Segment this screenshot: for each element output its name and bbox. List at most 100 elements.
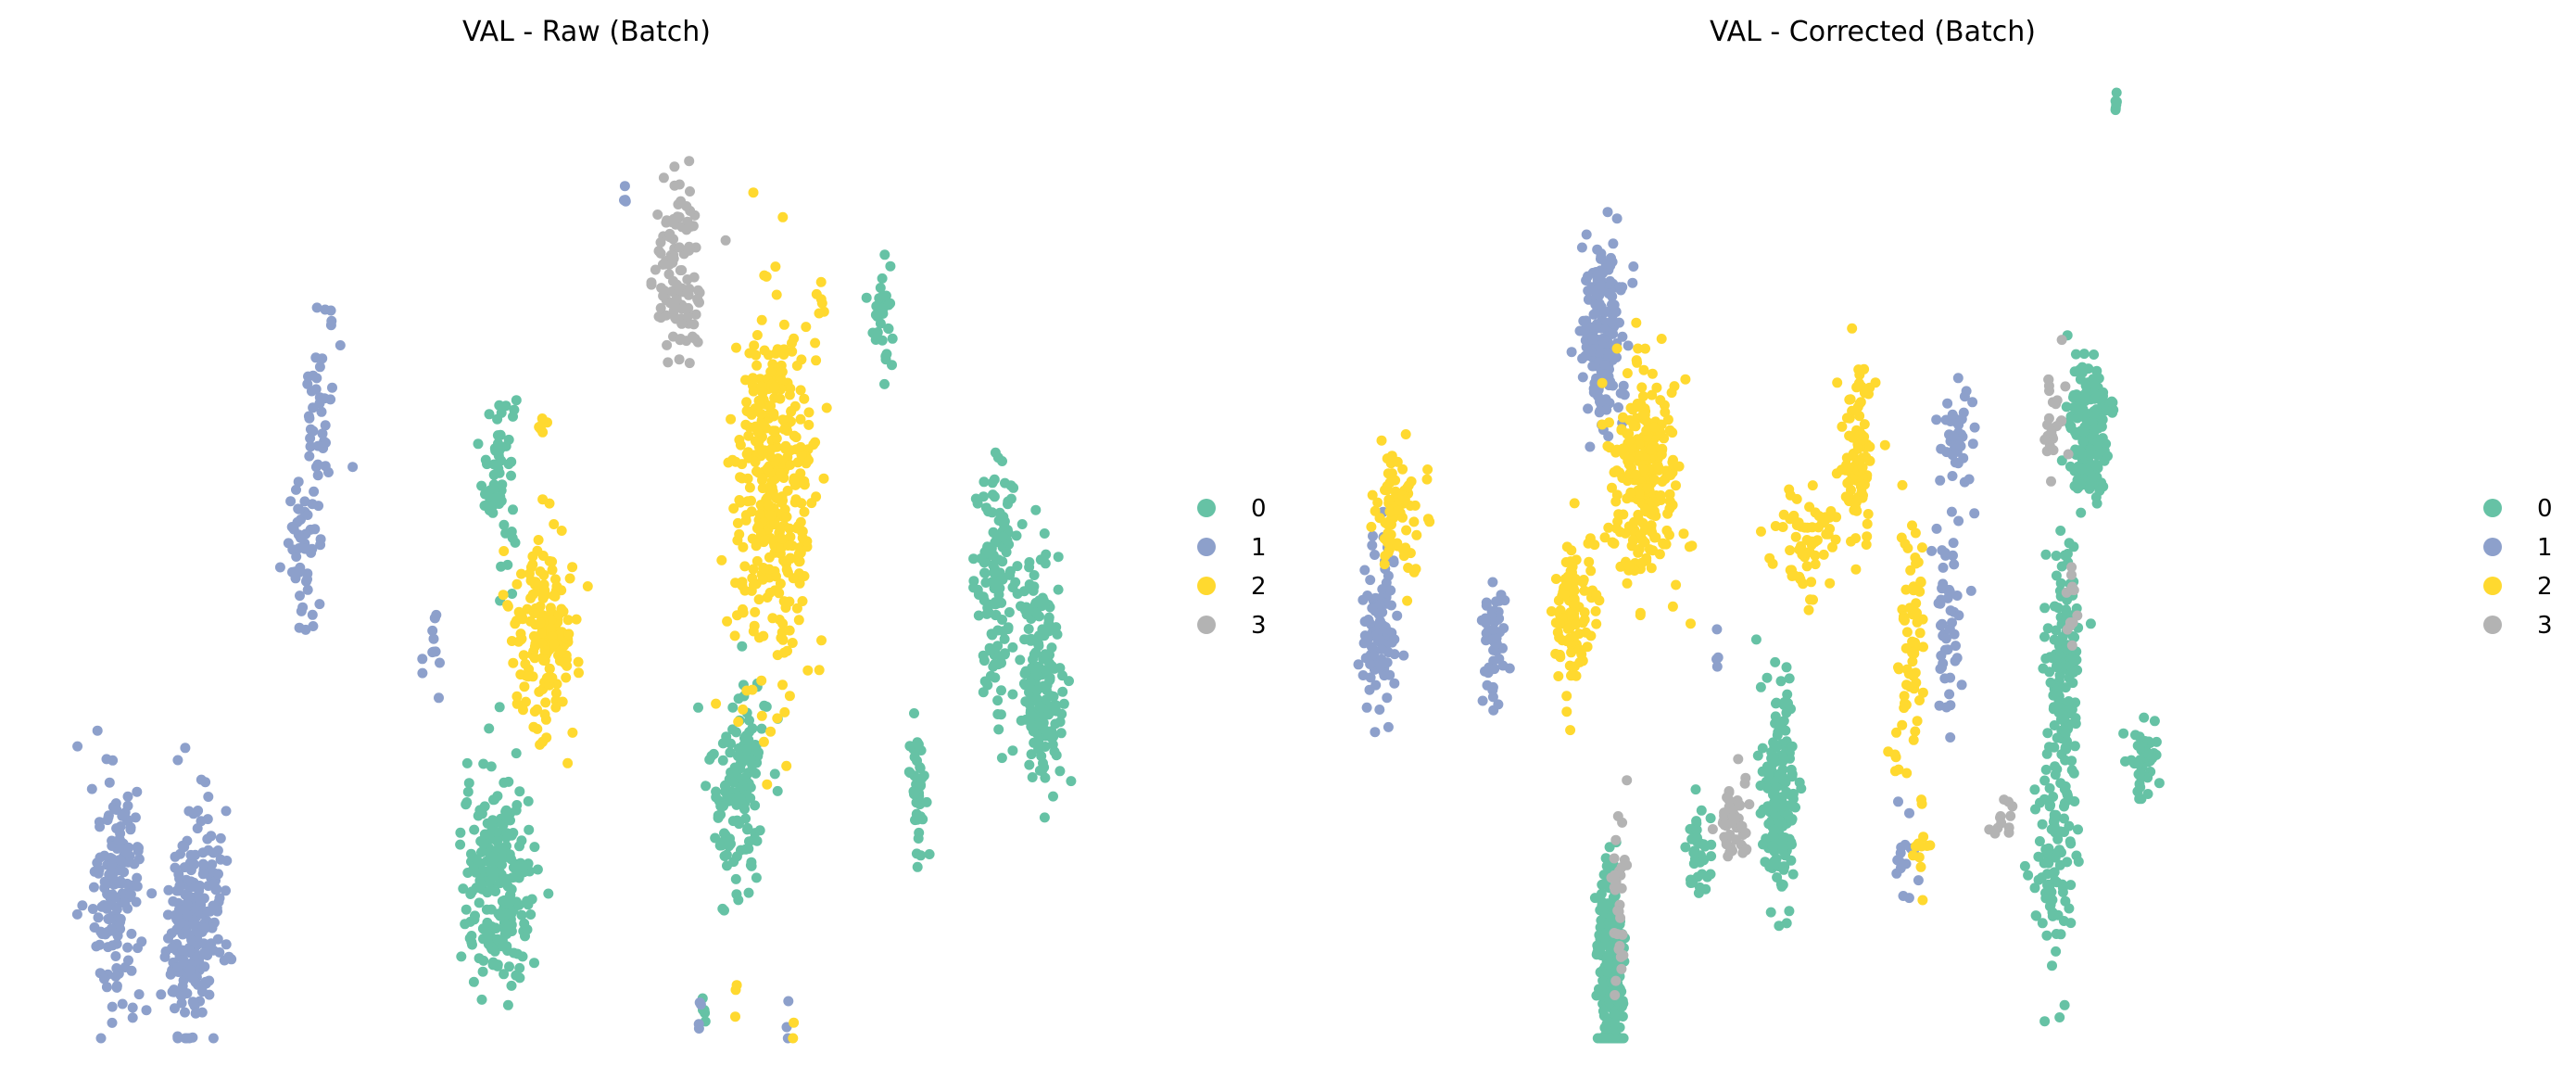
scatter-point-batch-2	[1854, 429, 1865, 440]
scatter-point-batch-2	[1807, 480, 1818, 491]
scatter-point-batch-2	[722, 616, 733, 627]
scatter-points-corrected	[1353, 87, 2165, 1044]
scatter-point-batch-2	[784, 596, 795, 607]
scatter-point-batch-0	[1765, 907, 1776, 918]
scatter-point-batch-2	[1609, 538, 1620, 549]
scatter-point-batch-0	[1016, 715, 1027, 726]
scatter-point-batch-1	[77, 900, 88, 911]
scatter-point-batch-0	[2057, 662, 2068, 673]
scatter-point-batch-2	[563, 629, 575, 640]
scatter-point-batch-3	[2039, 434, 2051, 445]
scatter-point-batch-2	[782, 451, 793, 463]
scatter-point-batch-2	[801, 322, 812, 333]
legend-marker-0	[2483, 499, 2502, 517]
scatter-point-batch-2	[511, 578, 523, 590]
scatter-point-batch-3	[671, 294, 682, 305]
scatter-point-batch-2	[546, 614, 557, 625]
scatter-point-batch-1	[417, 667, 428, 679]
scatter-point-batch-0	[2065, 880, 2077, 891]
scatter-point-batch-0	[2042, 728, 2053, 739]
scatter-point-batch-0	[751, 835, 763, 846]
scatter-point-batch-1	[1967, 397, 1978, 408]
scatter-point-batch-0	[2055, 578, 2066, 589]
scatter-point-batch-2	[771, 433, 782, 444]
scatter-point-batch-1	[428, 646, 439, 657]
scatter-point-batch-0	[2069, 480, 2080, 491]
scatter-point-batch-3	[1733, 754, 1744, 765]
scatter-point-batch-1	[190, 1008, 201, 1019]
scatter-point-batch-0	[2064, 820, 2075, 832]
scatter-point-batch-2	[1367, 489, 1378, 501]
scatter-point-batch-1	[213, 869, 223, 880]
scatter-point-batch-0	[1774, 921, 1785, 932]
scatter-point-batch-2	[1631, 317, 1642, 328]
scatter-point-batch-0	[2052, 603, 2064, 614]
scatter-point-batch-1	[1950, 441, 1961, 452]
scatter-point-batch-1	[1711, 654, 1722, 665]
scatter-point-batch-0	[1603, 959, 1614, 970]
scatter-point-batch-1	[1939, 548, 1951, 558]
scatter-point-batch-1	[183, 1033, 195, 1044]
scatter-point-batch-1	[1900, 839, 1911, 850]
scatter-point-batch-0	[1057, 686, 1068, 697]
scatter-point-batch-0	[746, 860, 757, 871]
scatter-point-batch-2	[1907, 656, 1918, 667]
scatter-point-batch-2	[777, 533, 788, 544]
scatter-point-batch-0	[983, 547, 994, 558]
scatter-point-batch-1	[207, 859, 218, 870]
scatter-point-batch-0	[504, 896, 515, 908]
scatter-point-batch-0	[1775, 676, 1787, 687]
scatter-point-batch-2	[1618, 443, 1629, 454]
scatter-point-batch-0	[1783, 809, 1794, 820]
legend-marker-3	[1197, 616, 1216, 634]
legend-raw: 0 1 2 3	[1197, 495, 1267, 640]
scatter-point-batch-1	[1365, 575, 1376, 586]
scatter-point-batch-2	[785, 531, 796, 542]
scatter-point-batch-1	[195, 895, 206, 907]
scatter-point-batch-0	[466, 848, 476, 859]
scatter-point-batch-2	[769, 382, 780, 393]
scatter-point-batch-2	[760, 535, 770, 546]
scatter-point-batch-1	[285, 496, 297, 507]
scatter-point-batch-1	[308, 425, 319, 437]
scatter-point-batch-1	[1353, 659, 1364, 670]
scatter-point-batch-0	[2061, 722, 2072, 733]
scatter-point-batch-0	[2047, 653, 2058, 664]
scatter-point-batch-2	[540, 697, 551, 708]
scatter-point-batch-0	[2057, 887, 2068, 897]
scatter-point-batch-0	[2149, 716, 2160, 727]
scatter-point-batch-0	[506, 470, 516, 481]
scatter-point-batch-0	[477, 923, 488, 934]
scatter-point-batch-3	[659, 259, 670, 270]
scatter-point-batch-2	[1805, 594, 1815, 605]
scatter-point-batch-2	[799, 393, 810, 404]
scatter-point-batch-0	[1602, 898, 1613, 909]
scatter-point-batch-1	[1367, 540, 1378, 551]
scatter-point-batch-2	[766, 482, 777, 493]
scatter-point-batch-0	[492, 413, 503, 425]
scatter-point-batch-2	[530, 577, 541, 588]
scatter-point-batch-1	[1480, 617, 1491, 629]
scatter-point-batch-1	[107, 755, 119, 766]
scatter-point-batch-2	[1392, 456, 1403, 467]
scatter-point-batch-1	[188, 920, 199, 931]
scatter-point-batch-2	[1806, 536, 1817, 547]
scatter-point-batch-0	[982, 679, 993, 691]
scatter-point-batch-2	[787, 337, 797, 349]
scatter-point-batch-0	[2039, 775, 2051, 786]
scatter-point-batch-1	[693, 1023, 704, 1034]
scatter-point-batch-2	[511, 691, 523, 702]
scatter-point-batch-2	[1641, 425, 1652, 436]
legend-label-2: 2	[1251, 573, 1267, 601]
scatter-point-batch-0	[456, 951, 467, 962]
scatter-point-batch-3	[684, 241, 695, 252]
scatter-point-batch-0	[968, 582, 979, 593]
scatter-point-batch-2	[1649, 422, 1661, 433]
scatter-point-batch-2	[518, 705, 528, 716]
scatter-point-batch-0	[1004, 569, 1016, 580]
scatter-point-batch-0	[2075, 374, 2086, 385]
scatter-point-batch-0	[751, 872, 762, 883]
scatter-point-batch-0	[1005, 493, 1017, 504]
scatter-point-batch-0	[469, 824, 480, 835]
scatter-point-batch-2	[1554, 649, 1565, 660]
